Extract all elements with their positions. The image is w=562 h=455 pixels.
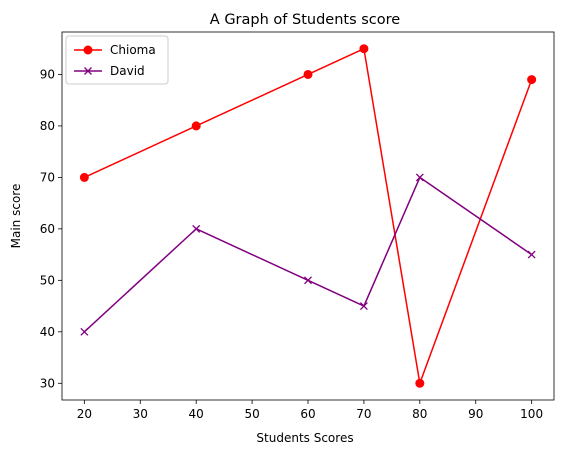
legend-marker-david <box>84 67 92 75</box>
series-line-david <box>83 176 533 333</box>
data-point-david <box>527 250 536 259</box>
data-point-david <box>192 224 201 233</box>
data-point-chioma <box>527 75 537 85</box>
x-axis-label: Students Scores <box>256 431 353 445</box>
legend-label-david: David <box>110 64 145 78</box>
data-point-david <box>80 327 89 336</box>
data-point-david <box>359 302 368 311</box>
x-tick-label: 50 <box>244 407 259 421</box>
legend-marker-chioma <box>83 45 93 55</box>
plot-area: 20 30 40 50 60 70 80 90 100 30 40 50 60 70 80 90 <box>40 31 555 421</box>
x-tick-label: 60 <box>300 407 315 421</box>
x-tick-label: 40 <box>189 407 204 421</box>
chart-title: A Graph of Students score <box>210 12 400 28</box>
y-tick-label: 30 <box>40 376 55 390</box>
series-line-chioma <box>84 47 533 385</box>
data-point-chioma <box>191 121 201 131</box>
data-point-chioma <box>79 172 89 182</box>
y-tick-label: 80 <box>40 119 55 133</box>
y-tick-label: 60 <box>40 222 55 236</box>
data-point-chioma <box>303 69 313 79</box>
data-point-chioma <box>359 44 369 54</box>
legend-label-chioma: Chioma <box>110 43 156 57</box>
x-tick-label: 20 <box>77 407 92 421</box>
x-tick-label: 70 <box>356 407 371 421</box>
data-point-david <box>415 173 424 182</box>
x-tick-label: 90 <box>468 407 483 421</box>
y-tick-label: 70 <box>40 170 55 184</box>
y-tick-label: 50 <box>40 273 55 287</box>
data-point-chioma <box>415 378 425 388</box>
x-tick-label: 100 <box>520 407 543 421</box>
y-axis-label: Main score <box>9 184 23 249</box>
data-point-david <box>304 276 312 285</box>
x-tick-label: 30 <box>133 407 148 421</box>
x-tick-label: 80 <box>412 407 427 421</box>
y-tick-label: 90 <box>40 67 55 81</box>
legend: Chioma David <box>65 35 169 85</box>
y-tick-label: 40 <box>40 325 55 339</box>
